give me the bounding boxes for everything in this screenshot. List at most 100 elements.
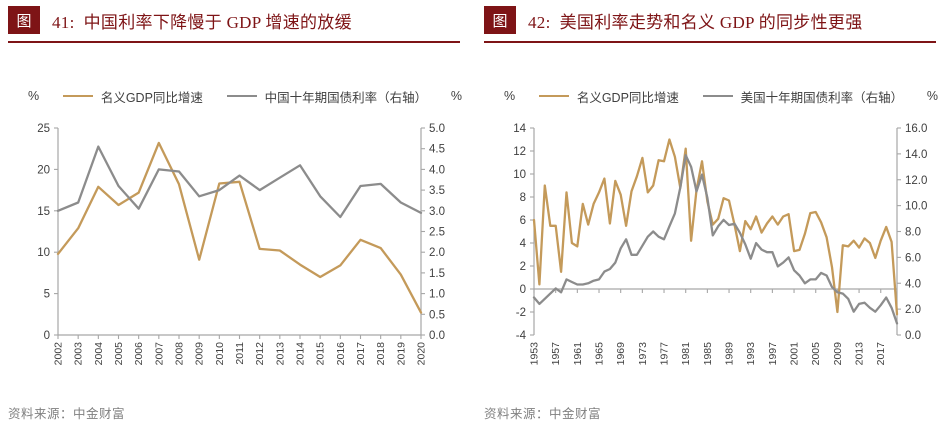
right-axis-tick-label: 3.5 (429, 185, 445, 197)
right-axis-tick-label: 0.0 (905, 330, 921, 342)
x-axis-label: 2007 (153, 342, 165, 366)
left-axis-tick-label: 4 (520, 238, 527, 250)
china-line-chart: 0 5 10 15 20 25 0.0 0.5 1.0 1.5 2.0 2.5 3.0 3.5 4.0 4.5… (37, 123, 445, 366)
figure-badge-label: 图 (492, 12, 508, 30)
x-axis-label: 2013 (274, 342, 286, 366)
right-axis-tick-label: 6.0 (905, 252, 921, 264)
left-axis-tick-label: 14 (513, 123, 526, 135)
figure-number: 41: (52, 12, 75, 32)
figure-badge: 图 (484, 6, 516, 34)
left-axis-tick-label: 0 (520, 284, 526, 296)
figure-41-header: 图 41: 中国利率下降慢于 GDP 增速的放缓 (8, 6, 460, 43)
china-10y-yield-line (56, 145, 423, 219)
right-axis-unit: % (926, 89, 938, 103)
left-axis-tick-label: 25 (37, 123, 50, 135)
x-axis-label: 2005 (113, 342, 125, 366)
source-note: 资料来源：中金财富 (8, 407, 126, 421)
x-axis-label: 2009 (194, 342, 206, 366)
right-axis-tick-label: 2.5 (429, 227, 445, 239)
legend-label-rate: 美国十年期国债利率（右轴） (740, 90, 904, 105)
right-axis-tick-label: 4.0 (429, 164, 445, 176)
x-axis-label: 2013 (854, 342, 866, 366)
x-axis-label: 2012 (254, 342, 266, 366)
right-axis-tick-label: 4.5 (429, 144, 445, 156)
figure-42-title: 42: 美国利率走势和名义 GDP 的同步性更强 (528, 8, 863, 33)
right-axis-tick-label: 12.0 (905, 175, 927, 187)
gdp-line-swatch (538, 94, 569, 98)
rate-line-swatch (226, 94, 257, 98)
left-axis-tick-label: 20 (37, 164, 50, 176)
right-axis-tick-label: 1.5 (429, 268, 445, 280)
x-axis-label: 1981 (680, 342, 692, 366)
figure-badge: 图 (8, 6, 40, 34)
x-axis-label: 1977 (659, 342, 671, 366)
x-axis-label: 2009 (832, 342, 844, 366)
figure-41: 图 41: 中国利率下降慢于 GDP 增速的放缓 % 名义GDP同比增速 中国十年… (8, 6, 462, 421)
left-axis-unit: % (28, 89, 40, 103)
left-axis-tick-label: -2 (516, 307, 526, 319)
china-nominal-gdp-line (56, 141, 423, 314)
x-axis-label: 2001 (789, 342, 801, 366)
left-axis-tick-label: 10 (37, 247, 50, 259)
x-axis-label: 2017 (355, 342, 367, 366)
x-axis-label: 2014 (295, 342, 307, 366)
right-axis-tick-label: 0.5 (429, 309, 445, 321)
us-nominal-gdp-line (532, 138, 899, 316)
right-axis-tick-label: 4.0 (905, 278, 921, 290)
x-axis-label: 2004 (93, 342, 105, 366)
right-axis-tick-label: 10.0 (905, 201, 927, 213)
x-axis-label: 2018 (375, 342, 387, 366)
x-axis-label: 2006 (133, 342, 145, 366)
right-axis-tick-label: 2.0 (429, 247, 445, 259)
figure-42-header: 图 42: 美国利率走势和名义 GDP 的同步性更强 (484, 6, 936, 43)
x-axis-label: 2005 (810, 342, 822, 366)
x-axis-label: 2020 (416, 342, 428, 366)
x-axis-label: 1961 (572, 342, 584, 366)
left-axis-tick-label: 0 (44, 330, 50, 342)
us-10y-yield-line (532, 154, 899, 325)
x-axis-label: 2010 (214, 342, 226, 366)
left-axis-tick-label: 10 (513, 169, 526, 181)
right-axis-tick-label: 0.0 (429, 330, 445, 342)
legend-label-gdp: 名义GDP同比增速 (100, 90, 203, 105)
x-axis-label: 2003 (73, 342, 85, 366)
figure-42: 图 42: 美国利率走势和名义 GDP 的同步性更强 % 名义GDP同比增速 美国… (476, 0, 952, 437)
right-axis-unit: % (450, 89, 462, 103)
right-axis-tick-label: 5.0 (429, 123, 445, 135)
legend-label-gdp: 名义GDP同比增速 (576, 90, 679, 105)
us-line-chart: -4 -2 0 2 4 6 8 10 12 14 0.0 2.0 4.0 6.0 8.0 10.0 12.0 14… (513, 123, 927, 366)
rate-line-swatch (702, 94, 733, 98)
right-axis-tick-label: 14.0 (905, 149, 927, 161)
legend-label-rate: 中国十年期国债利率（右轴） (264, 90, 428, 105)
x-axis-label: 1973 (637, 342, 649, 366)
figure-41-title: 41: 中国利率下降慢于 GDP 增速的放缓 (52, 8, 352, 33)
left-axis-tick-label: 2 (520, 261, 526, 273)
x-axis-label: 2017 (875, 342, 887, 366)
page-title: 美国利率走势和名义 GDP 的同步性更强 (559, 12, 863, 32)
right-axis-tick-label: 2.0 (905, 304, 921, 316)
x-axis-label: 1989 (724, 342, 736, 366)
right-axis-tick-label: 16.0 (905, 123, 927, 135)
gdp-line-swatch (62, 94, 93, 98)
x-axis-label: 1965 (594, 342, 606, 366)
x-axis-label: 2002 (53, 342, 65, 366)
x-axis-label: 1969 (615, 342, 627, 366)
legend-item-gdp: 名义GDP同比增速 (62, 87, 203, 106)
right-axis-tick-label: 3.0 (429, 206, 445, 218)
page-title: 中国利率下降慢于 GDP 增速的放缓 (83, 12, 352, 32)
left-axis-tick-label: 6 (520, 215, 526, 227)
figure-number: 42: (528, 12, 551, 32)
x-axis-label: 1957 (550, 342, 562, 366)
left-axis-unit: % (504, 89, 516, 103)
x-axis-label: 1997 (767, 342, 779, 366)
x-axis-label: 2008 (174, 342, 186, 366)
source-note: 资料来源：中金财富 (484, 407, 602, 421)
legend-item-rate: 美国十年期国债利率（右轴） (702, 87, 904, 106)
figure-41-legend: % 名义GDP同比增速 中国十年期国债利率（右轴） % (28, 86, 462, 106)
legend-item-gdp: 名义GDP同比增速 (538, 87, 679, 106)
x-axis-label: 2015 (315, 342, 327, 366)
x-axis-label: 1953 (529, 342, 541, 366)
legend-item-rate: 中国十年期国债利率（右轴） (226, 87, 428, 106)
figure-badge-label: 图 (16, 12, 32, 30)
